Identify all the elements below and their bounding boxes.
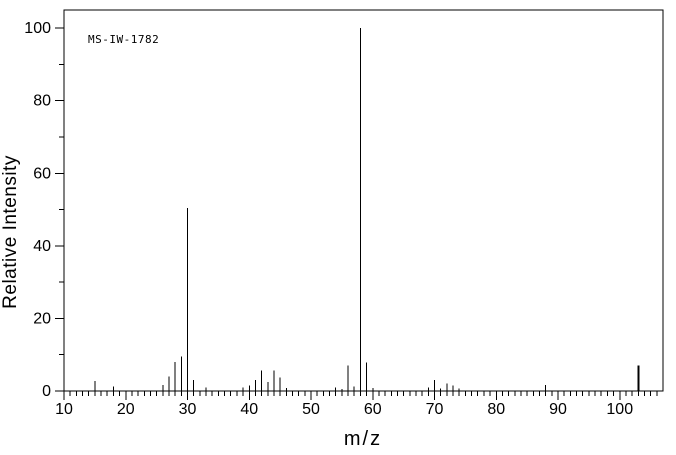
x-axis-tick-label: 40 [240, 401, 258, 418]
x-axis-tick-label: 30 [179, 401, 197, 418]
y-axis-tick-label: 100 [24, 20, 51, 37]
y-axis-tick-label: 20 [33, 310, 51, 327]
x-axis-tick-label: 60 [364, 401, 382, 418]
y-axis-tick-label: 0 [42, 383, 51, 400]
x-axis-tick-label: 90 [549, 401, 567, 418]
y-axis-tick-label: 80 [33, 93, 51, 110]
x-axis-tick-label: 80 [487, 401, 505, 418]
plot-border [63, 9, 664, 392]
x-axis-tick-label: 10 [55, 401, 73, 418]
x-axis-tick-label: 20 [117, 401, 135, 418]
x-axis-tick-label: 100 [606, 401, 633, 418]
x-axis-tick-label: 70 [426, 401, 444, 418]
y-axis-tick-label: 60 [33, 165, 51, 182]
y-axis-title: Relative Intensity [0, 155, 21, 309]
x-axis-tick-label: 50 [302, 401, 320, 418]
peaks-layer [94, 28, 640, 391]
y-axis-tick-label: 40 [33, 238, 51, 255]
axes-layer: 10 20 30 40 50 60 70 80 90 100 0 20 40 60 80 100 [24, 9, 664, 418]
spectrum-id-label: MS-IW-1782 [88, 33, 159, 46]
x-axis-title: m/z [344, 428, 382, 450]
